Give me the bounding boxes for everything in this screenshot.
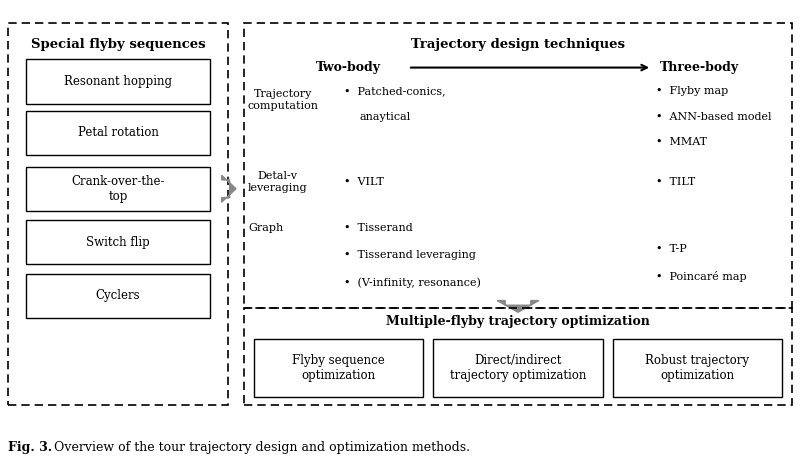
Bar bbox=[613, 339, 782, 397]
Bar bbox=[244, 308, 792, 405]
Text: •  Tisserand leveraging: • Tisserand leveraging bbox=[344, 250, 476, 260]
Bar bbox=[26, 167, 210, 211]
Text: •  Patched-conics,: • Patched-conics, bbox=[344, 86, 446, 96]
Text: Detal-v
leveraging: Detal-v leveraging bbox=[248, 171, 308, 192]
Text: Special flyby sequences: Special flyby sequences bbox=[30, 38, 206, 51]
Text: Switch flip: Switch flip bbox=[86, 236, 150, 249]
Bar bbox=[8, 23, 228, 405]
Bar bbox=[254, 339, 423, 397]
Bar bbox=[26, 220, 210, 265]
Text: Fig. 3.: Fig. 3. bbox=[8, 441, 52, 454]
Bar bbox=[26, 274, 210, 318]
Text: Robust trajectory
optimization: Robust trajectory optimization bbox=[646, 354, 750, 382]
Text: Trajectory
computation: Trajectory computation bbox=[248, 89, 319, 111]
Text: •  VILT: • VILT bbox=[344, 177, 384, 187]
Text: •  Tisserand: • Tisserand bbox=[344, 223, 413, 233]
Text: •  TILT: • TILT bbox=[656, 177, 695, 187]
Text: •  T-P: • T-P bbox=[656, 244, 686, 254]
Text: Overview of the tour trajectory design and optimization methods.: Overview of the tour trajectory design a… bbox=[54, 441, 470, 454]
Text: •  Flyby map: • Flyby map bbox=[656, 86, 728, 96]
Text: Cyclers: Cyclers bbox=[96, 289, 140, 302]
Bar bbox=[244, 23, 792, 308]
Text: Three-body: Three-body bbox=[660, 61, 739, 74]
Text: anaytical: anaytical bbox=[360, 111, 411, 122]
Text: Two-body: Two-body bbox=[316, 61, 381, 74]
Bar bbox=[433, 339, 603, 397]
Bar bbox=[26, 60, 210, 104]
Text: Trajectory design techniques: Trajectory design techniques bbox=[411, 38, 625, 51]
Text: Crank-over-the-
top: Crank-over-the- top bbox=[71, 175, 165, 203]
Text: •  MMAT: • MMAT bbox=[656, 137, 707, 147]
Text: •  Poincaré map: • Poincaré map bbox=[656, 271, 746, 282]
Text: Graph: Graph bbox=[248, 223, 283, 233]
FancyArrow shape bbox=[222, 175, 236, 202]
Text: Petal rotation: Petal rotation bbox=[78, 126, 158, 139]
Text: •  (V-infinity, resonance): • (V-infinity, resonance) bbox=[344, 277, 481, 288]
Text: Flyby sequence
optimization: Flyby sequence optimization bbox=[292, 354, 385, 382]
Text: Multiple-flyby trajectory optimization: Multiple-flyby trajectory optimization bbox=[386, 315, 650, 328]
FancyArrow shape bbox=[497, 301, 539, 312]
Text: •  ANN-based model: • ANN-based model bbox=[656, 111, 771, 122]
Text: Direct/indirect
trajectory optimization: Direct/indirect trajectory optimization bbox=[450, 354, 586, 382]
Text: Resonant hopping: Resonant hopping bbox=[64, 75, 172, 88]
Bar bbox=[26, 111, 210, 155]
